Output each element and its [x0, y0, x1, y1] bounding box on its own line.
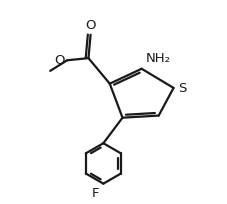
- Text: O: O: [54, 54, 64, 67]
- Text: NH₂: NH₂: [145, 52, 170, 65]
- Text: F: F: [91, 187, 99, 201]
- Text: O: O: [85, 19, 95, 32]
- Text: S: S: [178, 82, 186, 95]
